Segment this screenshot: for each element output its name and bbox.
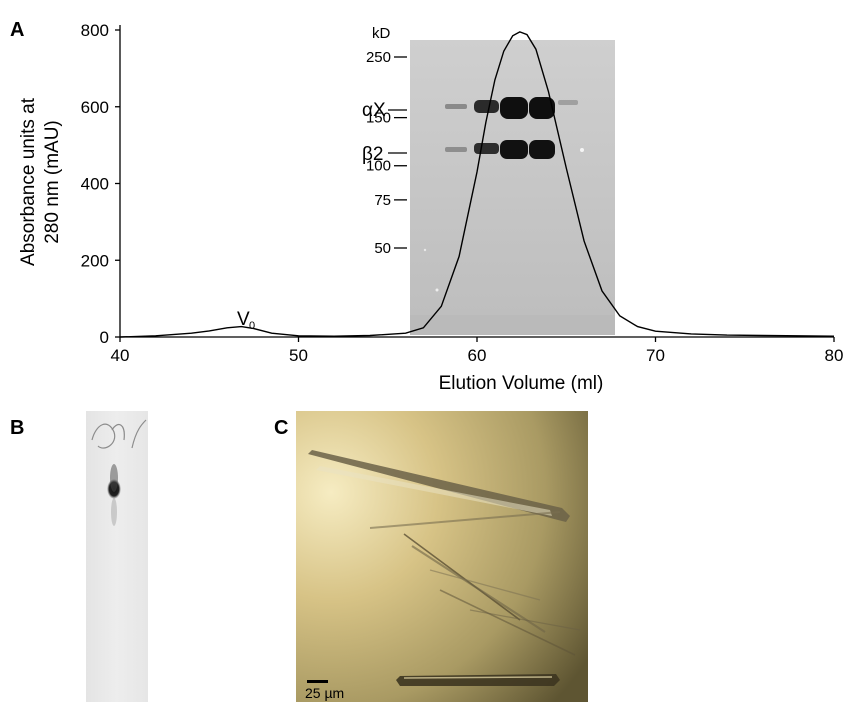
well-edge-marks bbox=[91, 419, 147, 449]
y-axis-title-line1: Absorbance units at bbox=[18, 97, 39, 266]
gel-kd-label: kD bbox=[372, 25, 391, 42]
y-tick-label: 200 bbox=[81, 251, 109, 270]
void-volume-annotation: V 0 bbox=[237, 309, 255, 332]
y-tick-label: 600 bbox=[81, 98, 109, 117]
x-tick-label: 60 bbox=[468, 346, 487, 365]
gel-speck bbox=[435, 288, 439, 292]
beta2-band-label: β2 bbox=[362, 144, 384, 165]
alpha-x-band-strong bbox=[529, 97, 555, 119]
panel-b-label: B bbox=[10, 417, 24, 439]
crystal-needle bbox=[403, 533, 521, 621]
gel-marker-label: 250 bbox=[366, 49, 391, 66]
panel-c-label: C bbox=[274, 417, 288, 439]
x-axis-title: Elution Volume (ml) bbox=[439, 373, 604, 394]
void-volume-label: V bbox=[237, 309, 250, 330]
gel-marker-label: 150 bbox=[366, 110, 391, 127]
series-line-elution bbox=[119, 31, 835, 338]
gel-inset: kD 250 150 100 75 50 αX β2 bbox=[362, 25, 615, 335]
crystal-needle bbox=[316, 466, 552, 516]
crystal-needles bbox=[308, 450, 581, 686]
crystal-needle bbox=[411, 545, 546, 633]
panel-c: C 25 µm bbox=[274, 411, 588, 702]
y-tick-label: 800 bbox=[81, 21, 109, 40]
native-gel-tail bbox=[111, 498, 117, 526]
alpha-x-band-label: αX bbox=[362, 100, 386, 121]
gel-image bbox=[410, 40, 615, 335]
scale-bar bbox=[307, 680, 328, 683]
crystal-needle bbox=[469, 609, 581, 631]
crystal-micrograph bbox=[296, 411, 588, 702]
y-axis-title: Absorbance units at 280 nm (mAU) bbox=[18, 97, 63, 266]
gel-markers: 250 150 100 75 50 bbox=[366, 49, 407, 257]
gel-bottom-edge bbox=[410, 315, 615, 335]
panel-b: B bbox=[10, 411, 148, 702]
gel-marker-label: 50 bbox=[374, 240, 391, 257]
crystal-needle bbox=[429, 569, 541, 601]
panel-a-label: A bbox=[10, 19, 24, 41]
alpha-x-band-trace bbox=[558, 100, 578, 105]
gel-marker-label: 100 bbox=[366, 158, 391, 175]
y-axis-title-line2: 280 nm (mAU) bbox=[42, 120, 63, 244]
alpha-x-bands bbox=[445, 97, 578, 119]
scale-bar-label: 25 µm bbox=[305, 685, 344, 701]
gel-marker-label: 75 bbox=[374, 192, 391, 209]
y-axis-ticks: 0 200 400 600 800 bbox=[81, 21, 120, 347]
y-tick-label: 400 bbox=[81, 175, 109, 194]
void-volume-subscript: 0 bbox=[249, 320, 255, 332]
alpha-x-band-medium bbox=[474, 100, 499, 113]
alpha-x-band-strong bbox=[500, 97, 528, 119]
beta2-band-medium bbox=[474, 143, 499, 154]
native-gel-smear bbox=[110, 464, 118, 492]
crystal-highlight bbox=[403, 676, 553, 679]
gel-speck bbox=[423, 248, 427, 252]
crystal-needle bbox=[396, 674, 560, 686]
native-gel-lane bbox=[86, 411, 148, 702]
alpha-x-band-faint bbox=[445, 104, 467, 109]
x-axis-ticks: 40 50 60 70 80 bbox=[111, 337, 844, 365]
gel-speck bbox=[580, 148, 584, 152]
y-tick-label: 0 bbox=[100, 328, 109, 347]
x-tick-label: 80 bbox=[825, 346, 844, 365]
crystal-needle bbox=[439, 589, 576, 656]
panel-a: A kD bbox=[10, 19, 843, 394]
beta2-band-faint bbox=[445, 147, 467, 152]
x-tick-label: 50 bbox=[289, 346, 308, 365]
x-tick-label: 40 bbox=[111, 346, 130, 365]
beta2-band-strong bbox=[529, 140, 555, 159]
x-tick-label: 70 bbox=[646, 346, 665, 365]
crystal-needle bbox=[369, 511, 561, 529]
beta2-band-strong bbox=[500, 140, 528, 159]
